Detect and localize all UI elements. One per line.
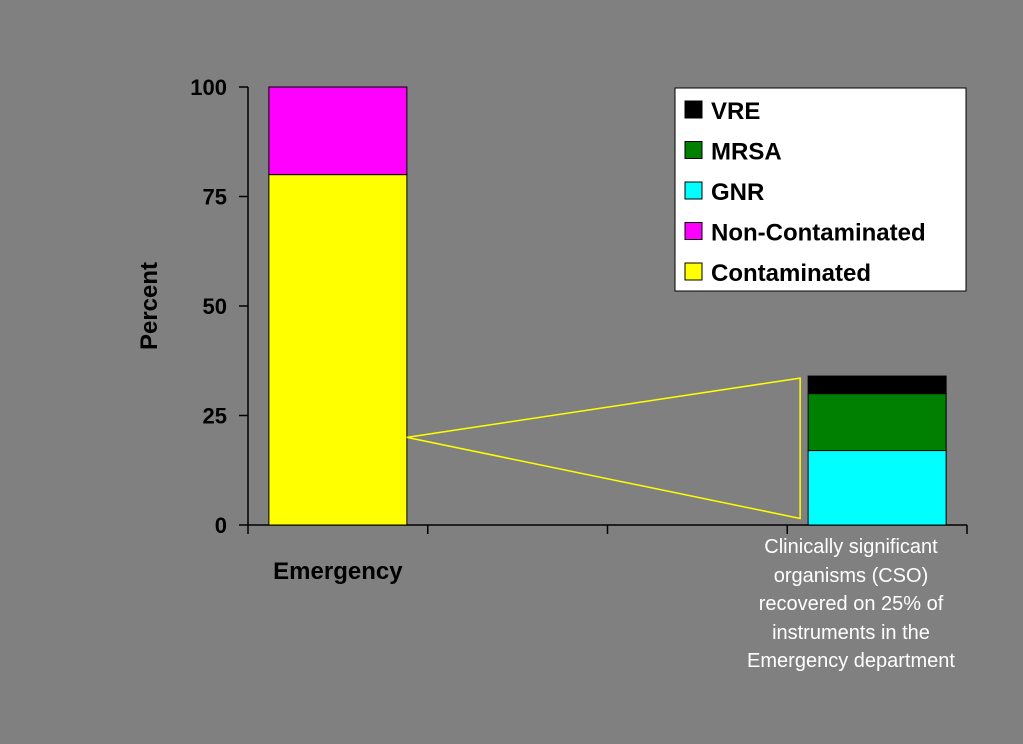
annotation-line: recovered on 25% of — [758, 593, 944, 615]
legend-swatch — [684, 181, 703, 200]
bar-segment-non-contaminated — [268, 86, 408, 176]
x-tick-label: Emergency — [273, 558, 403, 585]
axes: 0 25 50 75 100 Emergency — [190, 75, 968, 585]
bar-segment-mrsa — [807, 393, 947, 452]
y-tick-label: 0 — [215, 513, 227, 538]
zoom-connector — [406, 377, 801, 520]
y-tick-label: 75 — [203, 185, 227, 210]
legend-label: VRE — [711, 98, 760, 125]
bars — [268, 86, 947, 526]
legend-swatch — [684, 141, 703, 159]
legend-label: Non-Contaminated — [711, 220, 926, 247]
legend-label: MRSA — [711, 139, 782, 166]
y-tick-label: 50 — [203, 294, 227, 319]
annotation-line: Emergency department — [747, 650, 955, 672]
annotation-note: Clinically significant organisms (CSO) r… — [720, 533, 982, 676]
annotation-line: Clinically significant — [764, 536, 938, 558]
annotation-line: organisms (CSO) — [773, 564, 929, 587]
y-tick-label: 100 — [190, 75, 227, 100]
legend-label: GNR — [711, 179, 764, 206]
legend: VRE MRSA GNR Non-Contaminated Contaminated — [674, 87, 967, 292]
legend-swatch — [684, 262, 703, 281]
y-tick-label: 25 — [203, 404, 227, 429]
zoom-connector-triangle — [406, 377, 801, 520]
legend-label: Contaminated — [711, 260, 871, 287]
legend-box — [674, 87, 967, 292]
annotation-line: instruments in the — [772, 621, 930, 644]
legend-swatch — [684, 100, 703, 119]
bar-segment-contaminated — [268, 174, 408, 526]
y-axis-title: Percent — [136, 262, 163, 350]
legend-swatch — [684, 222, 703, 240]
bar-segment-gnr — [807, 450, 947, 526]
bar-segment-vre — [807, 375, 947, 395]
